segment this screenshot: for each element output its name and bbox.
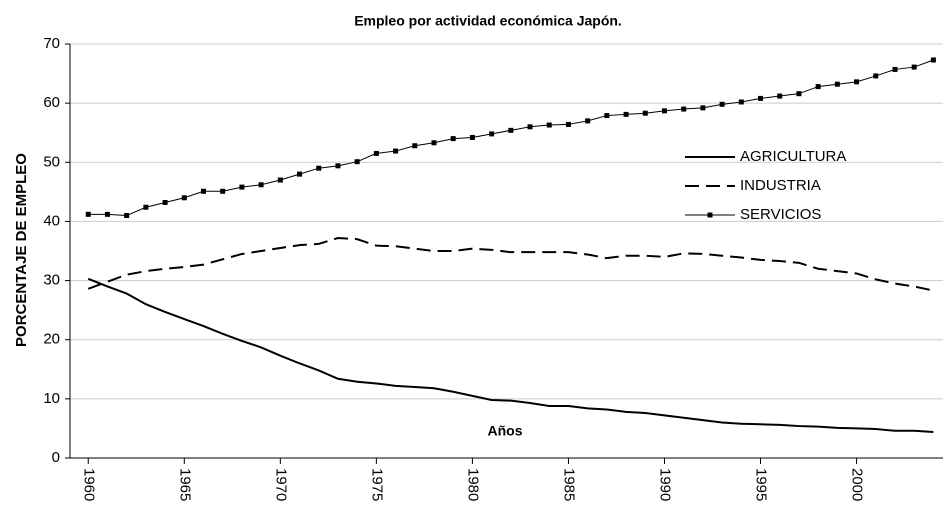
- marker: [719, 101, 725, 107]
- marker: [796, 91, 802, 97]
- marker: [373, 150, 379, 156]
- x-tick-label: 1960: [80, 468, 97, 501]
- x-tick-label: 1990: [657, 468, 674, 501]
- marker: [143, 204, 149, 210]
- series-line: [87, 236, 934, 292]
- marker: [393, 148, 399, 154]
- marker: [892, 66, 898, 72]
- marker: [738, 99, 744, 105]
- x-tick-label: 1980: [464, 468, 481, 501]
- marker: [124, 213, 130, 219]
- marker: [508, 127, 514, 133]
- marker: [412, 143, 418, 149]
- y-tick-label: 30: [43, 272, 60, 289]
- marker: [642, 110, 648, 116]
- y-tick-label: 40: [43, 212, 60, 229]
- legend-label: AGRICULTURA: [740, 148, 846, 165]
- marker: [104, 211, 110, 217]
- marker: [220, 188, 226, 194]
- marker: [777, 93, 783, 99]
- marker: [297, 171, 303, 177]
- marker: [911, 64, 917, 70]
- marker: [469, 134, 475, 140]
- marker: [354, 159, 360, 165]
- y-axis-label: PORCENTAJE DE EMPLEO: [13, 153, 30, 347]
- series-line: [87, 277, 934, 433]
- marker: [162, 200, 168, 206]
- marker: [854, 79, 860, 85]
- legend-label: SERVICIOS: [740, 206, 821, 223]
- y-tick-label: 10: [43, 390, 60, 407]
- marker: [834, 81, 840, 87]
- marker: [585, 118, 591, 124]
- marker: [623, 111, 629, 117]
- x-tick-label: 1970: [272, 468, 289, 501]
- legend-marker: [707, 212, 713, 218]
- marker: [661, 108, 667, 114]
- y-tick-label: 50: [43, 153, 60, 170]
- marker: [758, 95, 764, 101]
- x-tick-label: 1995: [753, 468, 770, 501]
- annotation: Años: [488, 423, 523, 439]
- marker: [604, 113, 610, 119]
- chart-title: Empleo por actividad económica Japón.: [354, 13, 622, 29]
- marker: [815, 84, 821, 90]
- x-tick-label: 1965: [176, 468, 193, 501]
- y-tick-label: 70: [43, 35, 60, 52]
- marker: [681, 106, 687, 112]
- marker: [527, 124, 533, 130]
- marker: [239, 184, 245, 190]
- marker: [181, 195, 187, 201]
- x-tick-label: 1985: [560, 468, 577, 501]
- x-tick-label: 1975: [368, 468, 385, 501]
- marker: [700, 105, 706, 111]
- marker: [546, 122, 552, 128]
- marker: [200, 188, 206, 194]
- legend-label: INDUSTRIA: [740, 177, 821, 194]
- marker: [450, 136, 456, 142]
- y-tick-label: 20: [43, 331, 60, 348]
- marker: [565, 121, 571, 127]
- marker: [930, 57, 936, 63]
- marker: [277, 177, 283, 183]
- y-tick-label: 60: [43, 94, 60, 111]
- marker: [489, 131, 495, 137]
- marker: [85, 211, 91, 217]
- marker: [335, 163, 341, 169]
- marker: [431, 140, 437, 146]
- marker: [258, 182, 264, 188]
- marker: [316, 165, 322, 171]
- marker: [873, 73, 879, 79]
- x-tick-label: 2000: [849, 468, 866, 501]
- y-tick-label: 0: [52, 449, 60, 466]
